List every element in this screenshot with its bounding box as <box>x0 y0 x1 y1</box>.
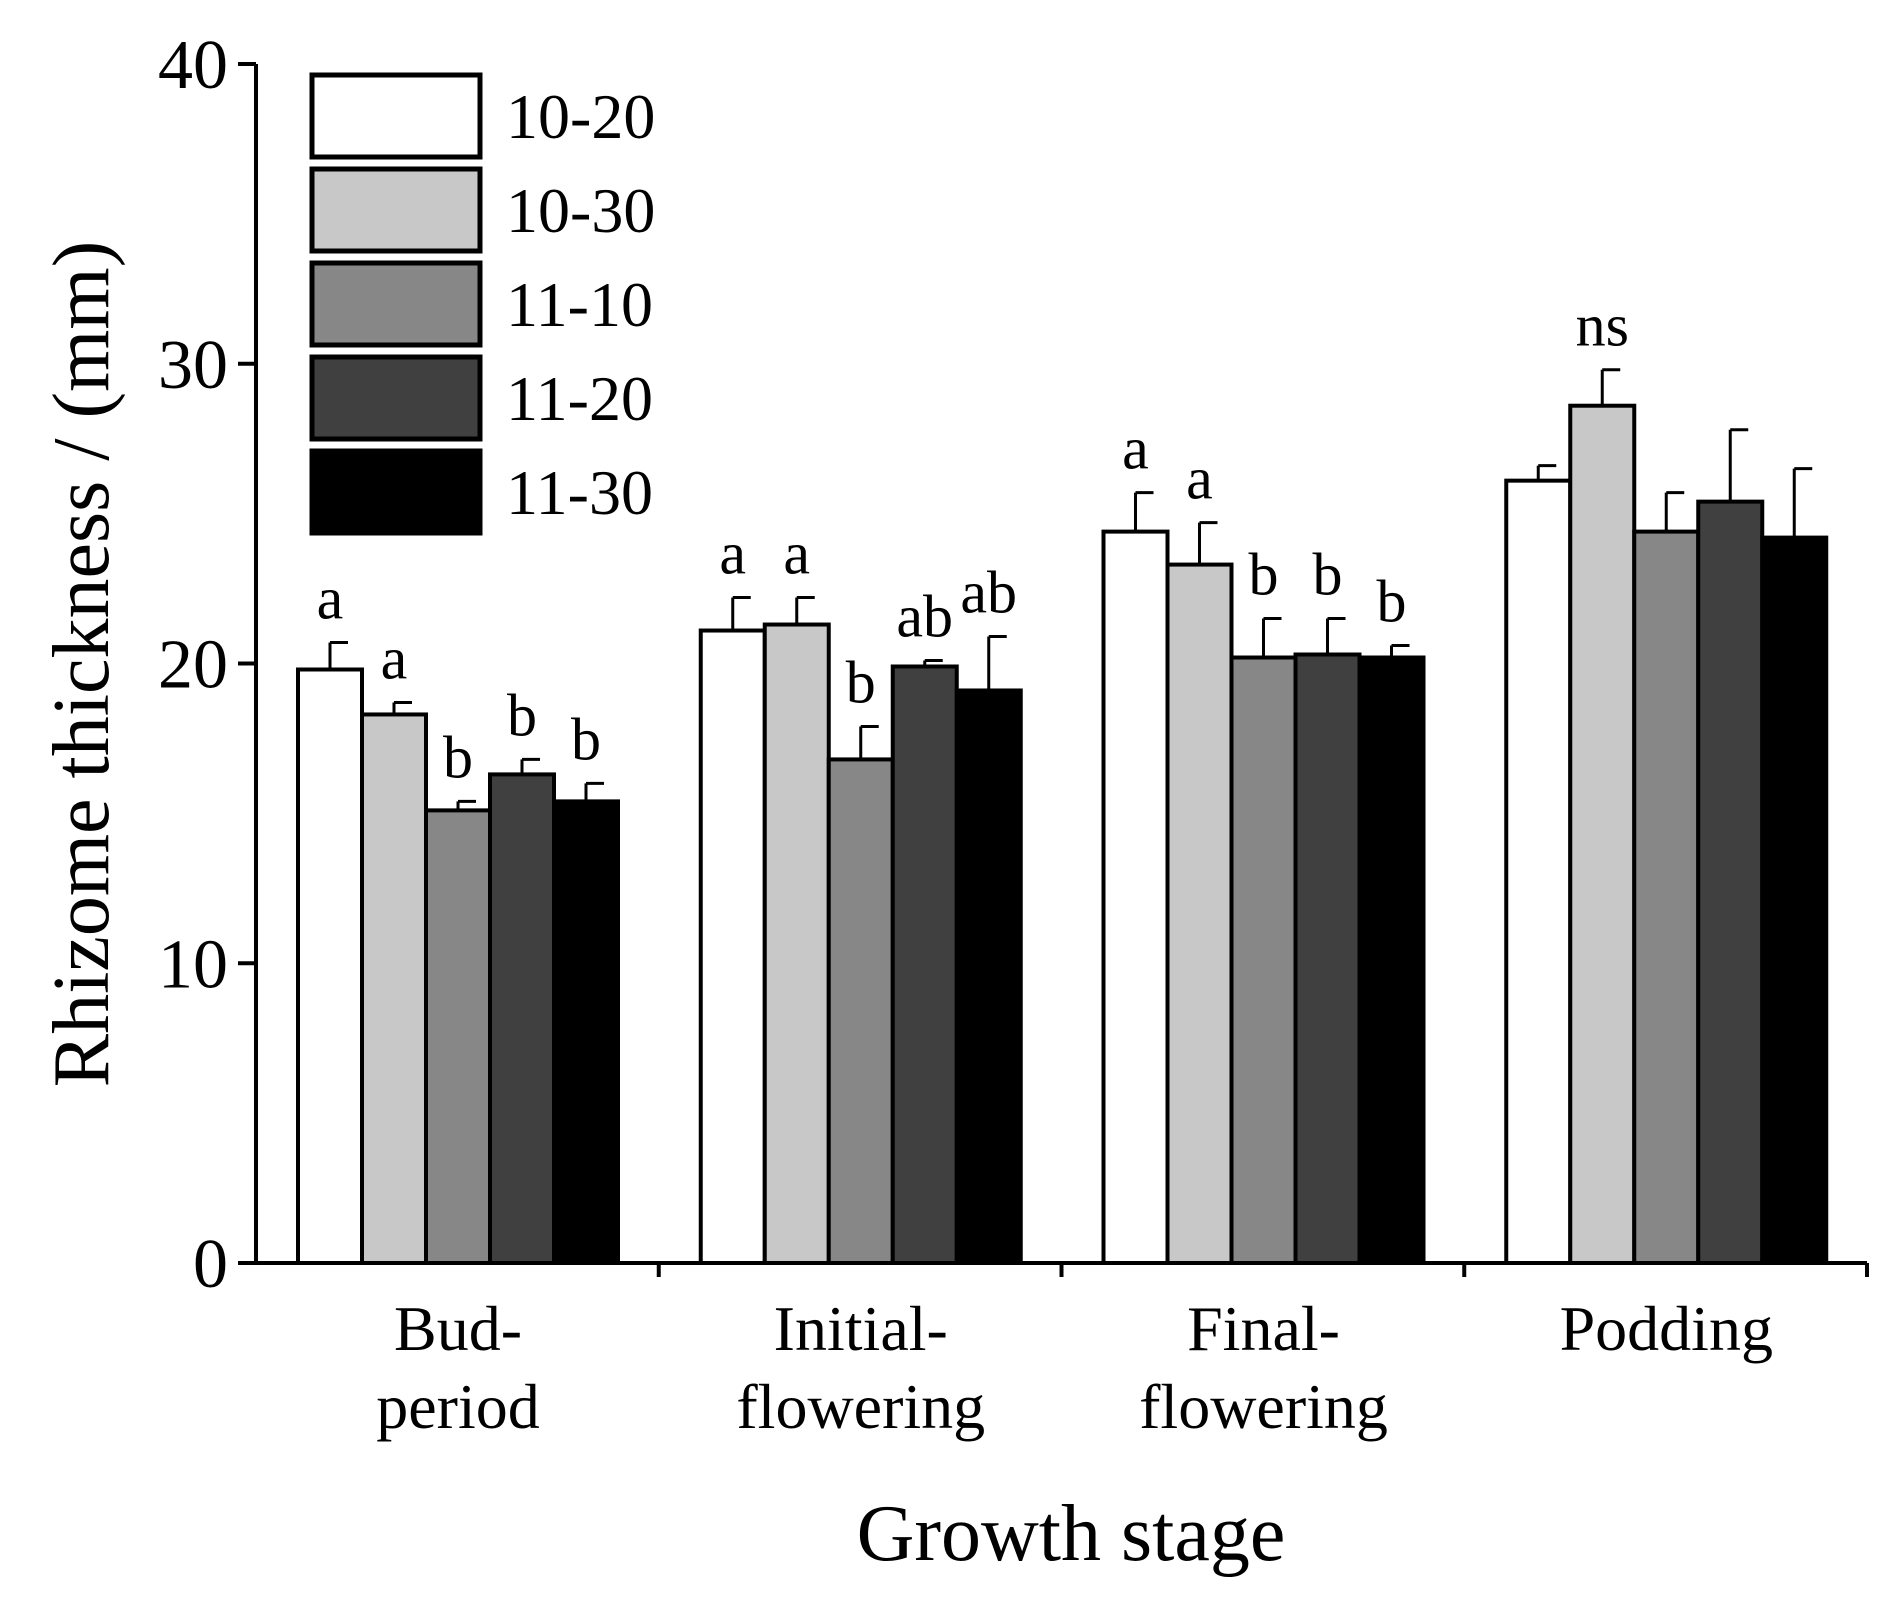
category-labels: Bud-periodInitial-floweringFinal-floweri… <box>376 1293 1773 1442</box>
category-label: flowering <box>1139 1371 1388 1442</box>
significance-label: ab <box>960 560 1017 626</box>
y-tick-label: 0 <box>193 1226 228 1303</box>
significance-label: a <box>1186 446 1213 512</box>
bar-11-30-0 <box>552 799 620 1265</box>
category-label: Bud- <box>394 1293 522 1364</box>
significance-label: b <box>571 706 601 772</box>
y-ticks: 0 10 20 30 40 <box>158 27 256 1303</box>
category-label: Podding <box>1560 1293 1773 1364</box>
legend-label: 11-10 <box>506 269 653 340</box>
significance-label: b <box>1313 542 1343 608</box>
bar-11-30-3 <box>1760 535 1829 1265</box>
legend-swatch-11-20 <box>309 354 483 442</box>
category-label: flowering <box>736 1371 985 1442</box>
bar-10-20-2 <box>1101 529 1170 1265</box>
legend-label: 10-20 <box>506 81 655 152</box>
category-label: period <box>376 1371 540 1442</box>
y-tick-label: 30 <box>158 327 228 404</box>
bar-11-10-0 <box>424 808 492 1265</box>
bar-11-20-0 <box>488 772 556 1265</box>
significance-label: b <box>846 649 876 715</box>
bar-11-10-1 <box>826 757 895 1265</box>
significance-label: a <box>783 521 810 587</box>
legend-swatch-11-10 <box>309 260 483 348</box>
x-ticks <box>656 1263 1869 1277</box>
category-label: Final- <box>1187 1293 1340 1364</box>
x-axis-title: Growth stage <box>857 1490 1286 1578</box>
y-axis-title: Rhizome thickness / (mm) <box>38 241 126 1088</box>
significance-label: ab <box>896 584 953 650</box>
bar-11-30-2 <box>1357 655 1426 1265</box>
y-tick-label: 20 <box>158 627 228 704</box>
bar-10-30-0 <box>360 712 428 1265</box>
legend-label: 11-30 <box>506 457 653 528</box>
legend-label: 10-30 <box>506 175 655 246</box>
bar-10-20-0 <box>296 667 364 1265</box>
bar-11-10-3 <box>1632 529 1701 1265</box>
significance-label: a <box>317 566 344 632</box>
bar-11-10-2 <box>1229 655 1298 1265</box>
legend-swatch-11-30 <box>309 448 483 536</box>
bar-10-20-3 <box>1504 478 1573 1265</box>
bar-10-30-1 <box>762 622 831 1265</box>
significance-label: b <box>1377 569 1407 635</box>
y-tick-label: 10 <box>158 926 228 1003</box>
bar-11-20-1 <box>890 664 959 1265</box>
significance-label: b <box>443 724 473 790</box>
bar-10-30-3 <box>1568 403 1637 1265</box>
legend-swatch-10-30 <box>309 166 483 254</box>
bar-10-20-1 <box>698 628 767 1265</box>
bar-11-20-2 <box>1293 652 1362 1265</box>
legend: 10-20 10-30 11-10 11-20 11-30 <box>309 72 655 536</box>
axes: 0 10 20 30 40 <box>158 27 1869 1303</box>
significance-label: b <box>507 682 537 748</box>
error-bars <box>328 368 1813 811</box>
legend-label: 11-20 <box>506 363 653 434</box>
significance-label: a <box>719 521 746 587</box>
category-label: Initial- <box>774 1293 948 1364</box>
bar-11-20-3 <box>1696 499 1765 1265</box>
significance-label: b <box>1249 542 1279 608</box>
bars <box>296 403 1829 1265</box>
y-tick-label: 40 <box>158 27 228 104</box>
bar-10-30-2 <box>1165 562 1234 1265</box>
significance-label: a <box>381 625 408 691</box>
bar-11-30-1 <box>954 688 1023 1265</box>
legend-swatch-10-20 <box>309 72 483 160</box>
significance-label: a <box>1122 416 1149 482</box>
significance-label: ns <box>1576 293 1629 359</box>
